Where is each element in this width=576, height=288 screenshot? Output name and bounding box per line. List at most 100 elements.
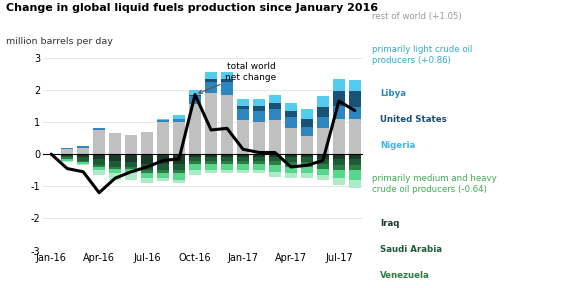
Bar: [301, 154, 313, 157]
Bar: [349, 91, 361, 107]
Bar: [189, 170, 201, 175]
Bar: [93, 167, 105, 170]
Bar: [61, 148, 73, 149]
Bar: [189, 164, 201, 170]
Bar: [333, 165, 345, 170]
Bar: [349, 154, 361, 159]
Bar: [141, 164, 153, 170]
Bar: [77, 148, 89, 154]
Bar: [77, 157, 89, 160]
Bar: [269, 103, 281, 109]
Bar: [141, 178, 153, 183]
Bar: [221, 170, 233, 173]
Bar: [77, 162, 89, 164]
Bar: [221, 154, 233, 157]
Bar: [237, 160, 249, 164]
Bar: [349, 170, 361, 180]
Bar: [301, 167, 313, 173]
Bar: [93, 165, 105, 167]
Bar: [125, 168, 137, 173]
Bar: [317, 164, 329, 168]
Bar: [317, 159, 329, 164]
Bar: [237, 99, 249, 106]
Bar: [61, 160, 73, 162]
Bar: [285, 154, 297, 157]
Bar: [125, 162, 137, 167]
Bar: [205, 93, 217, 154]
Bar: [125, 154, 137, 162]
Bar: [173, 119, 185, 122]
Bar: [173, 122, 185, 154]
Bar: [237, 164, 249, 170]
Bar: [253, 111, 265, 122]
Bar: [269, 94, 281, 103]
Bar: [253, 99, 265, 106]
Bar: [269, 172, 281, 177]
Bar: [77, 164, 89, 165]
Bar: [157, 173, 169, 178]
Bar: [173, 173, 185, 180]
Bar: [61, 159, 73, 160]
Bar: [237, 154, 249, 157]
Text: Iraq: Iraq: [380, 219, 400, 228]
Bar: [109, 167, 121, 168]
Bar: [205, 79, 217, 82]
Bar: [269, 109, 281, 120]
Bar: [205, 154, 217, 157]
Bar: [61, 157, 73, 159]
Bar: [285, 157, 297, 162]
Bar: [221, 79, 233, 82]
Bar: [301, 157, 313, 162]
Bar: [205, 170, 217, 173]
Bar: [221, 72, 233, 79]
Bar: [93, 130, 105, 154]
Bar: [61, 154, 73, 156]
Bar: [157, 170, 169, 173]
Bar: [173, 164, 185, 170]
Bar: [285, 111, 297, 117]
Bar: [125, 135, 137, 154]
Bar: [141, 132, 153, 154]
Bar: [157, 178, 169, 181]
Bar: [333, 159, 345, 165]
Bar: [173, 154, 185, 164]
Bar: [269, 160, 281, 165]
Text: Change in global liquid fuels production since January 2016: Change in global liquid fuels production…: [6, 3, 378, 13]
Bar: [77, 146, 89, 148]
Bar: [157, 154, 169, 164]
Bar: [61, 156, 73, 157]
Bar: [109, 133, 121, 154]
Bar: [221, 164, 233, 170]
Bar: [237, 170, 249, 173]
Bar: [333, 119, 345, 154]
Bar: [349, 119, 361, 154]
Bar: [301, 127, 313, 137]
Bar: [349, 107, 361, 119]
Bar: [301, 119, 313, 127]
Bar: [253, 106, 265, 111]
Bar: [189, 94, 201, 96]
Bar: [333, 154, 345, 159]
Bar: [349, 165, 361, 170]
Bar: [141, 170, 153, 173]
Bar: [285, 173, 297, 178]
Bar: [157, 164, 169, 170]
Bar: [269, 154, 281, 157]
Bar: [253, 157, 265, 160]
Bar: [205, 157, 217, 160]
Bar: [317, 175, 329, 180]
Bar: [301, 137, 313, 154]
Bar: [301, 162, 313, 167]
Bar: [125, 173, 137, 180]
Bar: [237, 120, 249, 154]
Bar: [317, 154, 329, 159]
Text: United States: United States: [380, 115, 447, 124]
Bar: [189, 154, 201, 157]
Bar: [93, 170, 105, 175]
Bar: [285, 167, 297, 173]
Text: rest of world (+1.05): rest of world (+1.05): [372, 12, 461, 20]
Bar: [189, 104, 201, 154]
Bar: [205, 82, 217, 93]
Bar: [253, 154, 265, 157]
Bar: [253, 160, 265, 164]
